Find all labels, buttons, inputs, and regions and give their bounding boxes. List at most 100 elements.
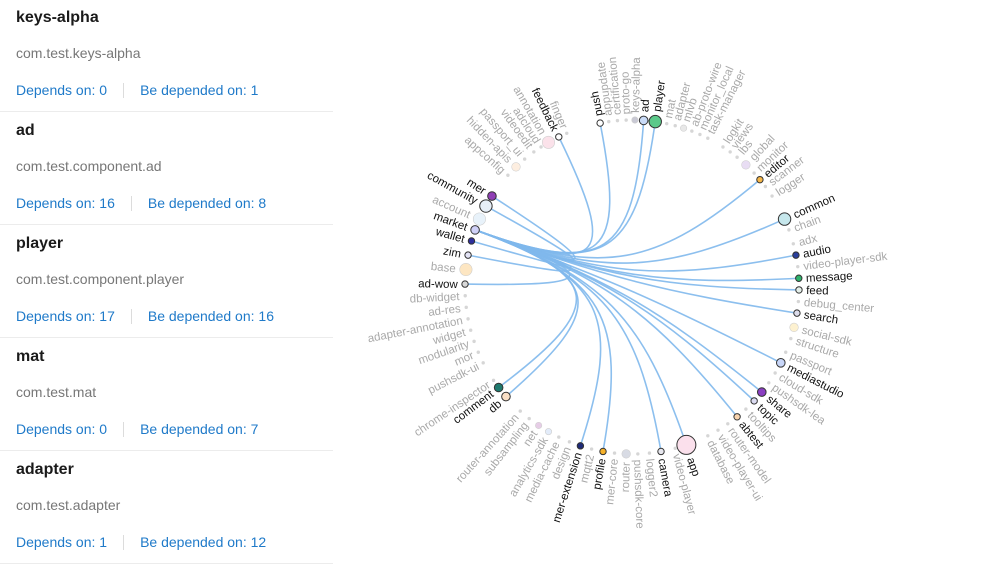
dependency-graph[interactable]: pushappupdatecertificationproto-gokeys-a… (335, 0, 998, 572)
node-editor[interactable] (756, 175, 764, 184)
module-card[interactable]: mat com.test.mat Depends on: 0 Be depend… (0, 339, 333, 451)
node-wallet[interactable] (467, 237, 476, 245)
node-router-model[interactable] (726, 422, 730, 426)
node-ad-wow[interactable] (461, 280, 469, 288)
node-profile[interactable] (599, 447, 607, 456)
node-video-player-sdk[interactable] (796, 264, 800, 269)
node-label-zim[interactable]: zim (442, 245, 462, 260)
node-label-proto-go[interactable]: proto-go (620, 71, 633, 114)
node-passport[interactable] (784, 350, 788, 354)
node-label-player[interactable]: player (652, 80, 668, 113)
node-subsampling[interactable] (527, 416, 531, 421)
node-community[interactable] (479, 199, 493, 213)
node-tooltips[interactable] (744, 407, 748, 411)
depends-on-link[interactable]: Depends on: 16 (16, 195, 115, 211)
node-mer-core[interactable] (612, 451, 617, 455)
node-message[interactable] (795, 274, 803, 282)
be-depended-on-link[interactable]: Be depended on: 16 (147, 308, 274, 324)
node-label-message[interactable]: message (806, 270, 853, 284)
node-design[interactable] (567, 440, 572, 444)
node-chain[interactable] (787, 228, 791, 232)
node-label-push[interactable]: push (589, 90, 606, 117)
depends-on-link[interactable]: Depends on: 17 (16, 308, 115, 324)
node-db[interactable] (501, 391, 511, 402)
node-label-adx[interactable]: adx (798, 233, 819, 249)
node-mediastudio[interactable] (775, 358, 786, 368)
node-mer[interactable] (487, 191, 497, 201)
node-appupdate[interactable] (607, 119, 611, 124)
node-player[interactable] (648, 114, 662, 129)
node-label-db-widget[interactable]: db-widget (409, 291, 460, 306)
node-keys-alpha[interactable] (631, 116, 639, 124)
node-adapter-annotation[interactable] (466, 317, 470, 321)
node-label-mat[interactable]: mat (663, 98, 679, 120)
node-router-annotation[interactable] (518, 409, 522, 413)
node-structure[interactable] (789, 336, 793, 341)
node-search[interactable] (793, 309, 801, 317)
node-debug-center[interactable] (796, 299, 801, 304)
node-label-keys-alpha[interactable]: keys-alpha (630, 57, 643, 113)
node-certification[interactable] (615, 118, 620, 123)
node-comment[interactable] (493, 382, 504, 393)
depends-on-link[interactable]: Depends on: 0 (16, 82, 108, 98)
depends-on-link[interactable]: Depends on: 0 (16, 421, 108, 437)
node-logger[interactable] (770, 194, 774, 198)
node-finger[interactable] (565, 131, 569, 135)
be-depended-on-link[interactable]: Be depended on: 1 (140, 82, 259, 98)
node-cloud-sdk[interactable] (773, 371, 777, 375)
node-label-search[interactable]: search (803, 309, 839, 326)
be-depended-on-link[interactable]: Be depended on: 8 (147, 195, 267, 211)
node-share[interactable] (756, 387, 767, 397)
node-chrome-inspector[interactable] (491, 378, 496, 383)
node-mlvb[interactable] (680, 124, 688, 132)
node-net[interactable] (535, 421, 543, 429)
node-push[interactable] (596, 119, 604, 127)
node-logger2[interactable] (647, 451, 652, 455)
node-pushsdk-lea[interactable] (767, 381, 771, 385)
node-label-router[interactable]: router (620, 462, 633, 493)
node-pushsdk-core[interactable] (636, 452, 640, 456)
node-feedback[interactable] (555, 133, 563, 141)
be-depended-on-link[interactable]: Be depended on: 7 (140, 421, 259, 437)
node-annotation[interactable] (542, 135, 556, 149)
be-depended-on-link[interactable]: Be depended on: 12 (140, 534, 267, 550)
module-card[interactable]: ad com.test.component.ad Depends on: 16 … (0, 113, 333, 225)
node-label-pushsdk-core[interactable]: pushsdk-core (631, 459, 645, 528)
node-label-feed[interactable]: feed (806, 285, 829, 297)
node-label-audio[interactable]: audio (802, 244, 832, 261)
node-label-ad[interactable]: ad (639, 99, 652, 113)
node-adapter[interactable] (673, 123, 677, 128)
node-social-sdk[interactable] (789, 322, 799, 333)
node-monitor[interactable] (752, 171, 756, 175)
node-label-logger2[interactable]: logger2 (643, 458, 659, 497)
node-zim[interactable] (464, 251, 472, 259)
node-hidden-apis[interactable] (511, 162, 521, 172)
node-feed[interactable] (795, 286, 803, 294)
node-global[interactable] (741, 160, 751, 170)
node-label-certification[interactable]: certification (607, 56, 624, 115)
node-lbs[interactable] (735, 155, 739, 159)
node-ad[interactable] (638, 115, 649, 126)
node-label-ad-res[interactable]: ad-res (428, 303, 462, 319)
node-adx[interactable] (791, 242, 796, 246)
node-db-widget[interactable] (463, 294, 467, 298)
node-common[interactable] (777, 212, 792, 226)
node-base[interactable] (459, 263, 473, 277)
node-pushsdk-ui[interactable] (481, 361, 485, 365)
node-analytics-sdk[interactable] (545, 428, 553, 436)
node-logkit[interactable] (721, 145, 725, 149)
node-proto-go[interactable] (624, 118, 628, 122)
node-adcloud[interactable] (539, 145, 543, 149)
node-label-ad-wow[interactable]: ad-wow (418, 278, 459, 291)
node-label-base[interactable]: base (430, 261, 456, 276)
node-video-player[interactable] (673, 446, 677, 451)
node-appconfig[interactable] (506, 173, 510, 177)
module-card[interactable]: keys-alpha com.test.keys-alpha Depends o… (0, 0, 333, 112)
module-card[interactable]: adapter com.test.adapter Depends on: 1 B… (0, 452, 333, 564)
node-views[interactable] (728, 150, 732, 154)
node-scanner[interactable] (763, 184, 768, 189)
node-topic[interactable] (750, 397, 758, 405)
node-router[interactable] (621, 449, 631, 459)
depends-on-link[interactable]: Depends on: 1 (16, 534, 108, 550)
node-mat[interactable] (665, 121, 669, 126)
